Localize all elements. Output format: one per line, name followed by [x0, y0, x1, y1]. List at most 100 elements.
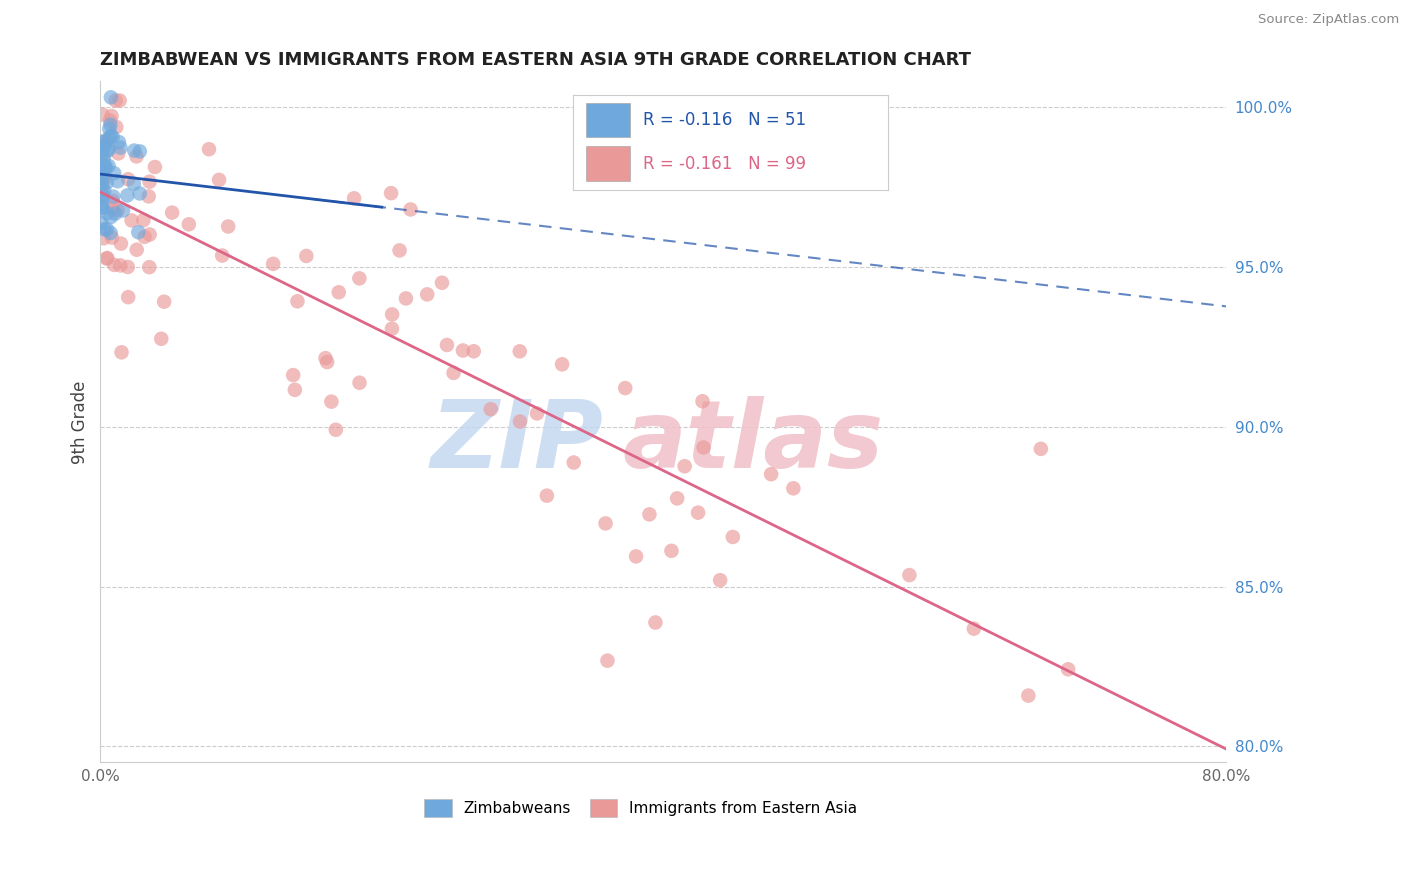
- Point: [125, 243, 148, 257]
- Point: [509, 344, 531, 359]
- Point: [262, 257, 284, 271]
- Point: [103, 166, 125, 180]
- Point: [399, 202, 422, 217]
- Text: ZIMBABWEAN VS IMMIGRANTS FROM EASTERN ASIA 9TH GRADE CORRELATION CHART: ZIMBABWEAN VS IMMIGRANTS FROM EASTERN AS…: [100, 51, 972, 69]
- Point: [91, 108, 114, 122]
- Point: [91, 142, 114, 156]
- Point: [479, 402, 502, 417]
- Point: [103, 189, 125, 203]
- Point: [138, 260, 160, 274]
- Point: [117, 188, 139, 202]
- Point: [638, 508, 661, 522]
- Point: [104, 94, 127, 108]
- Point: [328, 285, 350, 300]
- Point: [91, 172, 114, 186]
- Point: [97, 159, 120, 173]
- Point: [138, 175, 160, 189]
- Point: [614, 381, 637, 395]
- Point: [107, 146, 129, 161]
- Point: [91, 142, 114, 156]
- Point: [380, 186, 402, 201]
- Point: [97, 144, 120, 158]
- Point: [105, 120, 128, 134]
- Point: [93, 160, 115, 174]
- Point: [595, 516, 617, 531]
- Point: [295, 249, 318, 263]
- Point: [782, 481, 804, 495]
- Point: [94, 161, 117, 176]
- Point: [93, 222, 115, 236]
- Point: [395, 292, 418, 306]
- Point: [104, 206, 127, 220]
- Point: [94, 135, 117, 149]
- Point: [90, 196, 112, 211]
- Point: [208, 173, 231, 187]
- Point: [96, 251, 118, 265]
- Point: [117, 172, 139, 186]
- Point: [96, 176, 118, 190]
- Point: [381, 321, 404, 335]
- Point: [138, 227, 160, 242]
- Point: [93, 170, 115, 185]
- Point: [121, 213, 143, 227]
- Point: [177, 217, 200, 231]
- Point: [153, 294, 176, 309]
- Point: [316, 355, 339, 369]
- Point: [132, 213, 155, 227]
- Point: [198, 142, 221, 156]
- Point: [325, 423, 347, 437]
- Point: [101, 230, 124, 244]
- Point: [100, 109, 122, 123]
- Point: [91, 200, 114, 214]
- Point: [90, 183, 112, 197]
- Point: [107, 174, 129, 188]
- Point: [463, 344, 485, 359]
- Point: [94, 136, 117, 150]
- Point: [692, 441, 714, 455]
- Point: [97, 131, 120, 145]
- Point: [101, 194, 124, 208]
- Point: [91, 162, 114, 177]
- Point: [143, 160, 166, 174]
- Point: [100, 118, 122, 132]
- Point: [624, 549, 647, 564]
- Point: [160, 205, 183, 219]
- Point: [122, 177, 145, 191]
- Point: [343, 191, 366, 205]
- Point: [100, 90, 122, 104]
- Point: [381, 307, 404, 321]
- Point: [562, 456, 585, 470]
- Point: [451, 343, 474, 358]
- Point: [1057, 662, 1080, 676]
- Point: [117, 290, 139, 304]
- Point: [1029, 442, 1052, 456]
- Point: [315, 351, 337, 365]
- Point: [93, 140, 115, 154]
- Point: [101, 202, 124, 216]
- Point: [90, 216, 112, 230]
- Point: [91, 150, 114, 164]
- Point: [111, 203, 134, 218]
- Point: [416, 287, 439, 301]
- Point: [692, 394, 714, 409]
- Point: [93, 137, 115, 152]
- Point: [107, 203, 129, 218]
- Point: [211, 248, 233, 262]
- Point: [122, 144, 145, 158]
- Point: [90, 168, 112, 182]
- Point: [1017, 689, 1039, 703]
- Point: [128, 145, 150, 159]
- Point: [117, 260, 139, 274]
- Point: [100, 210, 122, 224]
- Point: [666, 491, 689, 506]
- Point: [661, 544, 683, 558]
- Point: [91, 201, 114, 215]
- Point: [93, 152, 115, 166]
- Point: [93, 184, 115, 198]
- Text: atlas: atlas: [623, 396, 884, 488]
- Point: [96, 206, 118, 220]
- Point: [90, 181, 112, 195]
- Point: [134, 230, 156, 244]
- Point: [91, 176, 114, 190]
- Point: [321, 394, 343, 409]
